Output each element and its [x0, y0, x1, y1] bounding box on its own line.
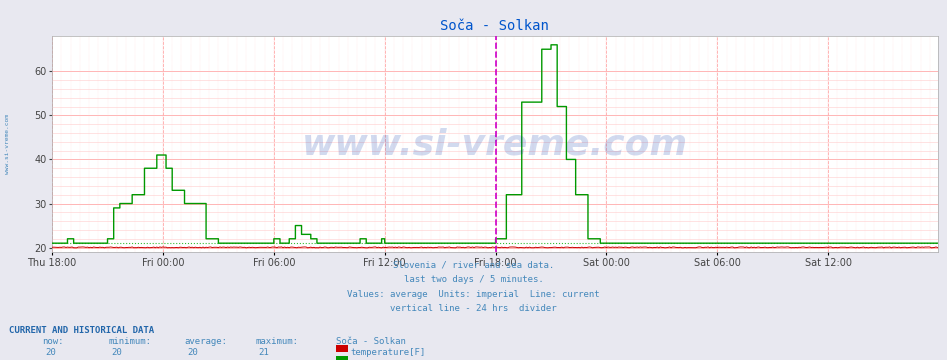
Text: vertical line - 24 hrs  divider: vertical line - 24 hrs divider: [390, 304, 557, 313]
Text: www.si-vreme.com: www.si-vreme.com: [5, 114, 10, 174]
Text: maximum:: maximum:: [256, 337, 298, 346]
Text: Soča - Solkan: Soča - Solkan: [336, 337, 406, 346]
Text: Values: average  Units: imperial  Line: current: Values: average Units: imperial Line: cu…: [348, 290, 599, 299]
Text: CURRENT AND HISTORICAL DATA: CURRENT AND HISTORICAL DATA: [9, 326, 154, 335]
Text: temperature[F]: temperature[F]: [350, 348, 425, 357]
Text: minimum:: minimum:: [109, 337, 152, 346]
Text: Slovenia / river and sea data.: Slovenia / river and sea data.: [393, 261, 554, 270]
Text: 21: 21: [258, 348, 269, 357]
Text: now:: now:: [43, 337, 64, 346]
Text: www.si-vreme.com: www.si-vreme.com: [302, 127, 688, 161]
Text: last two days / 5 minutes.: last two days / 5 minutes.: [403, 275, 544, 284]
Text: average:: average:: [185, 337, 227, 346]
Title: Soča - Solkan: Soča - Solkan: [440, 19, 549, 33]
Text: 20: 20: [187, 348, 198, 357]
Text: 20: 20: [111, 348, 122, 357]
Text: 20: 20: [45, 348, 56, 357]
